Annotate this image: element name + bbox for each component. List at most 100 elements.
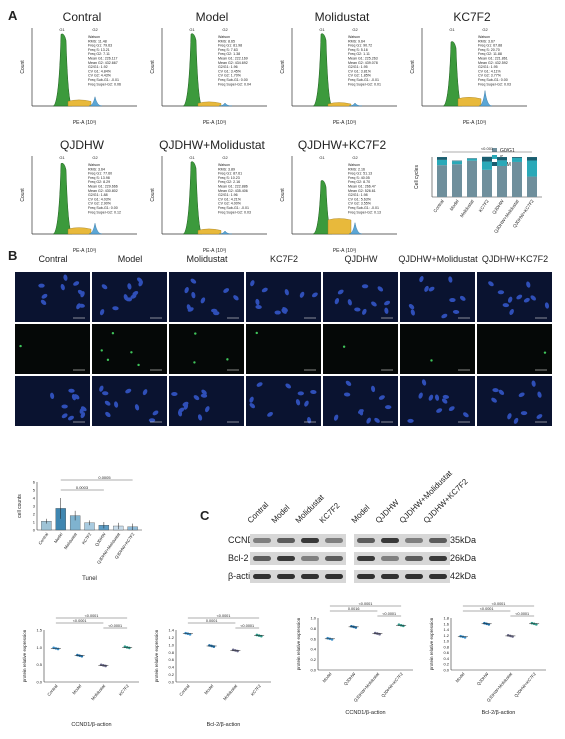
stacked-bar-segment: [452, 161, 462, 165]
tunel-positive-dot: [430, 359, 433, 362]
histogram-stat-line: Mean G1: 222.886: [218, 185, 248, 189]
category-tick-label: Model: [71, 683, 82, 695]
cell-nuclei: [535, 351, 547, 371]
y-axis-label: cell counts: [17, 494, 23, 518]
blot-protein-label: CCND1: [228, 535, 260, 545]
significance-label: <0.0001: [85, 614, 99, 618]
y-tick-label: 1.5: [36, 628, 42, 633]
y-tick-label: 0.2: [168, 672, 174, 677]
data-point: [483, 621, 486, 625]
blot-band: [253, 538, 271, 543]
data-point: [350, 624, 353, 628]
nucleus: [123, 294, 128, 301]
nucleus: [297, 391, 305, 396]
cell-nuclei: [249, 382, 317, 424]
nucleus: [73, 281, 80, 286]
y-tick-label: 1.0: [443, 639, 449, 644]
category-tick-label: Model: [454, 671, 465, 683]
category-tick-label: Contral: [178, 683, 191, 697]
nucleus: [299, 291, 305, 298]
y-axis-label: Count: [20, 188, 26, 202]
nucleus: [407, 418, 414, 423]
panel-letter-a: A: [8, 8, 18, 23]
nucleus: [76, 303, 81, 310]
category-tick-label: Model: [449, 199, 460, 212]
histogram-stat-line: RMS: 9.64: [348, 39, 365, 43]
y-axis-label: Cell cycles: [414, 165, 420, 189]
stacked-bar-segment: [527, 160, 537, 177]
cell-nuclei: [407, 379, 470, 423]
nucleus: [491, 397, 497, 403]
nucleus: [191, 291, 196, 299]
y-tick-label: 1.6: [443, 621, 449, 626]
histogram-stat-line: CV G2: 3.55%: [348, 202, 372, 206]
nucleus: [513, 417, 519, 424]
histogram-stat-line: Freq Super-G2: 0.13: [348, 210, 381, 214]
histogram-stat-line: Mean G2: 432.592: [478, 61, 508, 65]
x-axis-label: PE-A (10³): [73, 248, 97, 254]
histogram-title: QJDHW+Molidustat: [159, 138, 265, 152]
nucleus: [182, 401, 189, 407]
nucleus: [190, 278, 197, 284]
data-point: [463, 636, 467, 639]
panel-letter-b: B: [8, 248, 18, 263]
data-point: [530, 621, 534, 625]
nucleus: [357, 409, 364, 414]
histogram-stat-line: Freq Sub-G1: -0.01: [348, 78, 379, 82]
nucleus: [127, 283, 132, 290]
g1-label: G1: [189, 27, 195, 32]
histogram-stat-line: Mean G1: 266.47: [348, 185, 376, 189]
dapi-stain-image: [400, 376, 475, 426]
histogram-stat-line: Freq Sub-G1: -0.01: [348, 206, 379, 210]
nucleus: [171, 392, 178, 397]
histogram-stat-line: CV G2: 1.85%: [348, 74, 372, 78]
x-axis-label: Tunel: [82, 576, 97, 582]
tunel-positive-dot: [106, 358, 110, 362]
histogram-stat-line: G2/G1: 1.95: [478, 65, 498, 69]
y-tick-label: 1.0: [310, 616, 316, 621]
data-point: [487, 623, 491, 626]
nucleus: [80, 412, 86, 419]
blot-lane-label: QJDHW: [373, 497, 401, 525]
nucleus: [530, 295, 536, 301]
y-tick-label: 0.4: [310, 647, 316, 652]
stacked-bar-segment: [467, 158, 477, 161]
g2-peak: [218, 230, 233, 235]
histogram-stat-line: Freq Sub-G1: 0.00: [88, 206, 118, 210]
significance-label: <0.0001: [240, 624, 254, 628]
nucleus: [261, 287, 268, 293]
nucleus: [177, 410, 183, 417]
histogram-stat-line: CV G1: 5.63%: [348, 197, 372, 201]
category-tick-label: QJDHW: [94, 532, 107, 547]
data-point: [506, 634, 510, 637]
blot-band: [301, 538, 319, 543]
stacked-bar-segment: [497, 160, 507, 166]
histogram-stat-line: Freq S: 13.21: [88, 48, 110, 52]
nucleus: [105, 411, 111, 418]
nucleus: [233, 295, 239, 301]
nucleus: [80, 291, 85, 298]
data-point: [397, 623, 401, 626]
histogram-stat-line: Mean G1: 221.861: [478, 57, 508, 61]
category-tick-label: KC7F2: [250, 683, 263, 697]
s-phase-area: [327, 218, 352, 235]
blot-lane-label: Model: [269, 503, 292, 525]
cell-nuclei: [193, 332, 239, 371]
y-axis-label: protein relative expression: [296, 617, 301, 670]
g2-peak: [348, 102, 363, 107]
blot-band: [429, 556, 447, 561]
category-tick-label: QJDHW+Molidustat: [353, 671, 381, 703]
blot-protein-label: β-actin: [228, 571, 256, 581]
x-axis-label: PE-A (10³): [203, 248, 227, 254]
nucleus: [61, 404, 68, 409]
histogram-stat-line: Freq G2: 1.11: [348, 52, 370, 56]
nucleus: [366, 417, 371, 424]
blot-band: [357, 574, 375, 579]
nucleus: [50, 392, 55, 400]
protein-quant-dot-plot: protein relative expression 0.0 0.5 1.0 1.5 C…: [22, 614, 139, 728]
blot-lane-label: Contral: [245, 500, 271, 525]
g2-label: G2: [92, 155, 98, 160]
category-tick-label: Molidustat: [63, 531, 79, 550]
histogram-stat-line: Freq G2: 2.16: [218, 180, 240, 184]
